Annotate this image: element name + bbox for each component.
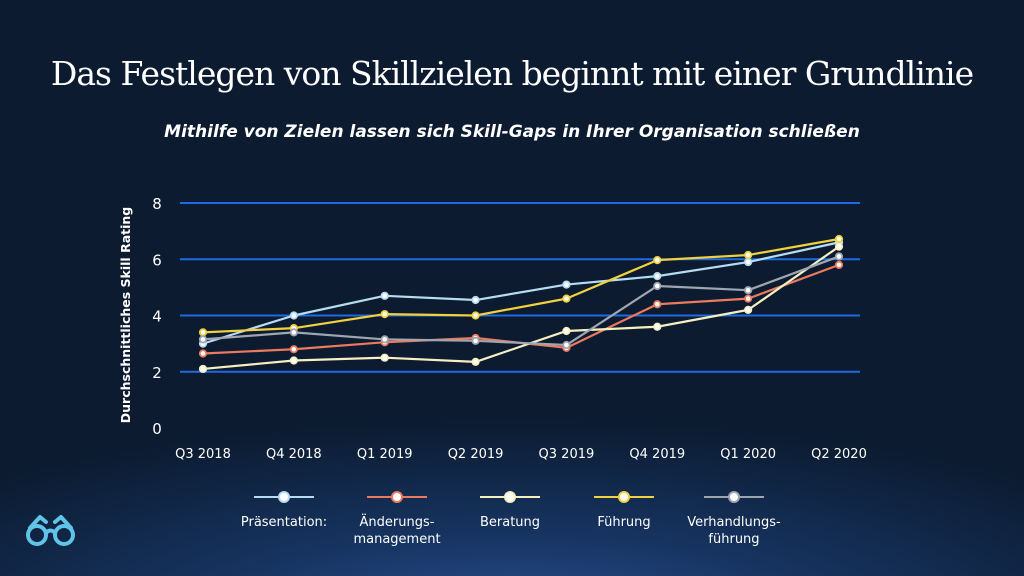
data-point (380, 335, 389, 344)
data-point (834, 234, 844, 244)
data-point (380, 309, 389, 319)
data-point (471, 357, 480, 367)
x-tick-label: Q1 2019 (357, 447, 413, 462)
data-point (380, 291, 389, 300)
x-tick-label: Q4 2019 (629, 447, 685, 462)
chart-legend: Präsentation: Änderungs- management Beratu… (0, 490, 1024, 560)
data-point (744, 250, 753, 260)
data-point (562, 326, 571, 336)
data-point (653, 300, 662, 309)
data-point (562, 280, 571, 289)
legend-swatch (594, 490, 654, 504)
legend-swatch (480, 490, 540, 504)
page-title: Das Festlegen von Skillzielen beginnt mi… (50, 54, 974, 93)
data-point (198, 335, 208, 344)
series-line-3 (202, 245, 840, 371)
y-axis-label: Durchschnittliches Skill Rating (118, 207, 133, 423)
y-tick-label: 4 (152, 308, 162, 326)
series-line-5 (202, 255, 840, 347)
data-point (289, 345, 298, 354)
x-tick-label: Q1 2020 (720, 447, 776, 462)
x-tick-label: Q4 2018 (266, 447, 322, 462)
data-point (289, 311, 298, 320)
data-point (289, 356, 298, 365)
data-point (198, 349, 208, 358)
y-tick-label: 2 (152, 364, 162, 382)
legend-item: Präsentation: (219, 490, 349, 531)
data-point (198, 328, 208, 337)
data-point (562, 294, 571, 303)
data-point (471, 295, 480, 305)
data-point (198, 364, 208, 374)
legend-item: Änderungs- management (332, 490, 462, 548)
legend-label: Führung (597, 515, 651, 530)
x-tick-label: Q2 2020 (811, 447, 867, 462)
legend-label: Präsentation: (240, 515, 328, 530)
data-point (834, 252, 844, 261)
series-line-4 (202, 237, 840, 334)
y-tick-label: 8 (152, 195, 162, 213)
legend-swatch (367, 490, 427, 504)
data-point (653, 255, 662, 265)
data-point (653, 272, 662, 281)
data-point (471, 336, 480, 345)
legend-item: Verhandlungs- führung (669, 490, 799, 548)
legend-swatch (704, 490, 764, 504)
series-line-2 (202, 263, 840, 355)
data-point (380, 353, 389, 362)
data-point (834, 260, 844, 269)
x-tick-label: Q3 2018 (175, 447, 231, 462)
series-line-1 (202, 241, 840, 345)
data-point (653, 281, 662, 291)
data-point (744, 305, 753, 314)
y-tick-label: 0 (152, 420, 162, 438)
x-tick-label: Q3 2019 (539, 447, 595, 462)
legend-label: Verhandlungs- führung (687, 515, 781, 547)
data-point (653, 322, 662, 331)
x-tick-label: Q2 2019 (448, 447, 504, 462)
legend-item: Führung (559, 490, 689, 531)
data-point (562, 340, 571, 350)
legend-label: Änderungs- management (353, 515, 441, 547)
data-point (834, 242, 844, 251)
legend-label: Beratung (479, 515, 541, 530)
data-point (744, 286, 753, 295)
data-point (744, 257, 753, 267)
glasses-icon (24, 512, 80, 552)
legend-swatch (254, 490, 314, 504)
page-subtitle: Mithilfe von Zielen lassen sich Skill-Ga… (164, 122, 860, 142)
data-point (744, 294, 753, 303)
legend-item: Beratung (445, 490, 575, 531)
y-tick-label: 6 (152, 251, 162, 269)
data-point (289, 328, 298, 337)
data-point (471, 311, 480, 320)
